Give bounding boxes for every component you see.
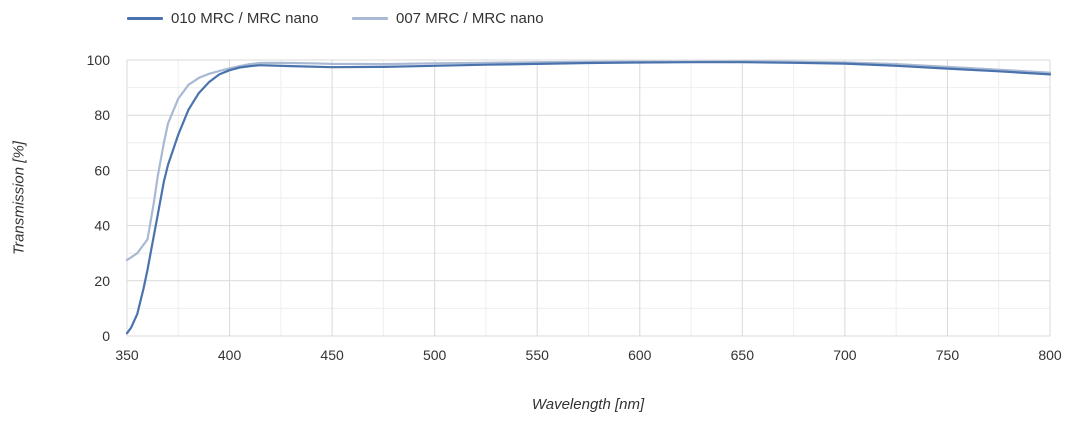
- legend-label-series-1: 010 MRC / MRC nano: [171, 10, 319, 27]
- legend-label-series-2: 007 MRC / MRC nano: [396, 10, 544, 27]
- x-tick-label: 650: [731, 347, 755, 363]
- legend: 010 MRC / MRC nano 007 MRC / MRC nano: [0, 0, 1077, 40]
- x-tick-label: 400: [218, 347, 242, 363]
- x-tick-label: 700: [833, 347, 857, 363]
- x-axis-label: Wavelength [nm]: [531, 396, 645, 413]
- x-tick-label: 350: [115, 347, 139, 363]
- legend-swatch-series-1: [127, 17, 163, 20]
- x-tick-label: 800: [1038, 347, 1062, 363]
- series-line-1: [125, 61, 1052, 335]
- x-tick-label: 750: [936, 347, 960, 363]
- y-tick-label: 100: [87, 52, 111, 68]
- x-tick-label: 500: [423, 347, 447, 363]
- x-tick-label: 600: [628, 347, 652, 363]
- y-tick-label: 80: [94, 107, 110, 123]
- legend-item-series-1: 010 MRC / MRC nano: [127, 10, 319, 27]
- x-tick-label: 550: [526, 347, 550, 363]
- y-tick-label: 20: [94, 273, 110, 289]
- y-tick-label: 40: [94, 218, 110, 234]
- y-tick-label: 60: [94, 162, 110, 178]
- y-axis-label: Transmission [%]: [10, 141, 28, 255]
- y-tick-label: 0: [102, 328, 110, 344]
- legend-swatch-series-2: [352, 17, 388, 20]
- legend-item-series-2: 007 MRC / MRC nano: [352, 10, 544, 27]
- x-tick-label: 450: [320, 347, 344, 363]
